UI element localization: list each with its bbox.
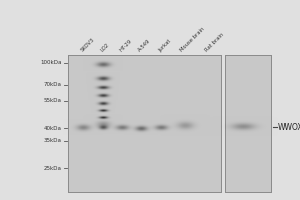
Text: Jurkat: Jurkat	[158, 39, 172, 53]
Text: Rat brain: Rat brain	[205, 32, 225, 53]
Text: HT-29: HT-29	[118, 39, 133, 53]
Text: LO2: LO2	[100, 42, 110, 53]
Text: WWOX: WWOX	[278, 122, 300, 132]
Text: A-549: A-549	[137, 39, 152, 53]
Text: 40kDa: 40kDa	[44, 126, 62, 130]
Text: 25kDa: 25kDa	[44, 166, 62, 170]
Text: Mouse brain: Mouse brain	[179, 27, 206, 53]
Text: 70kDa: 70kDa	[44, 82, 62, 88]
Text: SKOV3: SKOV3	[80, 37, 95, 53]
Text: 35kDa: 35kDa	[44, 138, 62, 144]
Text: 55kDa: 55kDa	[44, 98, 62, 104]
Text: 100kDa: 100kDa	[40, 60, 62, 66]
